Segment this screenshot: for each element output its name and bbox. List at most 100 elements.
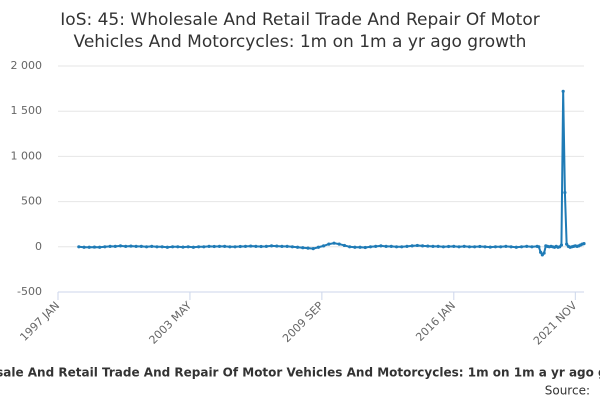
point <box>285 244 289 248</box>
point <box>155 245 159 249</box>
point <box>337 242 341 246</box>
y-tick-label: 0 <box>35 240 42 253</box>
point <box>379 244 383 248</box>
point <box>426 244 430 248</box>
point <box>452 244 456 248</box>
point <box>561 89 565 93</box>
point <box>368 245 373 249</box>
point <box>493 245 498 249</box>
point <box>249 244 253 248</box>
point <box>207 244 211 248</box>
point <box>238 244 242 249</box>
point <box>129 244 133 248</box>
point <box>488 245 492 249</box>
point <box>160 245 164 249</box>
point <box>525 244 529 248</box>
point <box>228 245 232 249</box>
point <box>139 244 143 248</box>
point <box>436 244 440 248</box>
point <box>504 244 508 248</box>
point <box>363 245 367 250</box>
point <box>384 244 388 248</box>
point <box>467 245 472 249</box>
point <box>316 245 320 249</box>
point <box>108 244 112 248</box>
point <box>103 245 107 249</box>
point <box>348 245 352 249</box>
point <box>332 241 336 245</box>
point <box>519 245 524 249</box>
point <box>582 242 586 246</box>
point <box>539 250 543 254</box>
chart-title: IoS: 45: Wholesale And Retail Trade And … <box>60 10 539 30</box>
point <box>82 245 86 249</box>
point <box>559 243 564 247</box>
point <box>420 244 425 248</box>
point <box>478 244 482 249</box>
point <box>400 245 404 249</box>
point <box>98 245 102 249</box>
point <box>565 242 569 246</box>
point <box>259 244 263 249</box>
chart-title: Vehicles And Motorcycles: 1m on 1m a yr … <box>74 32 527 52</box>
y-tick-label: 500 <box>21 195 42 208</box>
point <box>290 245 294 249</box>
point <box>431 244 435 248</box>
point <box>473 245 477 249</box>
point <box>353 245 357 249</box>
point <box>280 244 284 248</box>
point <box>358 245 362 249</box>
point <box>186 245 190 249</box>
source: Source: <box>545 384 590 398</box>
point <box>322 244 326 248</box>
point <box>415 243 419 248</box>
point <box>124 244 128 248</box>
point <box>441 245 445 249</box>
point <box>446 244 451 249</box>
point <box>295 245 300 249</box>
point <box>197 245 201 249</box>
point <box>537 245 541 249</box>
point <box>223 244 227 248</box>
point <box>462 244 466 248</box>
point <box>191 245 196 249</box>
point <box>530 245 534 249</box>
point <box>483 245 487 249</box>
point <box>165 245 169 249</box>
point <box>311 247 315 251</box>
point <box>301 246 305 250</box>
point <box>327 242 331 246</box>
point <box>77 245 81 249</box>
point <box>374 244 378 248</box>
point <box>264 244 268 248</box>
y-tick-label: 1 000 <box>11 149 43 162</box>
point <box>254 244 258 248</box>
x-tick-label: 2016 JAN <box>413 299 458 344</box>
point <box>499 245 503 249</box>
point <box>212 244 216 249</box>
point <box>181 245 185 249</box>
point <box>170 245 175 249</box>
point <box>233 245 237 249</box>
point <box>306 246 310 250</box>
y-tick-label: -500 <box>17 285 42 298</box>
point <box>150 244 154 248</box>
point <box>342 243 347 248</box>
point <box>243 244 248 248</box>
x-tick-label: 1997 JAN <box>17 299 62 344</box>
point <box>118 244 123 248</box>
point <box>113 244 117 248</box>
point <box>144 245 149 249</box>
point <box>389 244 393 248</box>
point <box>394 245 399 249</box>
series-line <box>78 90 585 256</box>
point <box>542 251 546 255</box>
point <box>202 245 206 249</box>
x-axis-label: Wholesale And Retail Trade And Repair Of… <box>0 366 600 380</box>
point <box>410 244 414 248</box>
point <box>134 244 138 248</box>
y-tick-label: 1 500 <box>11 104 43 117</box>
point <box>457 245 461 249</box>
x-tick-label: 2009 SEP <box>280 299 326 345</box>
